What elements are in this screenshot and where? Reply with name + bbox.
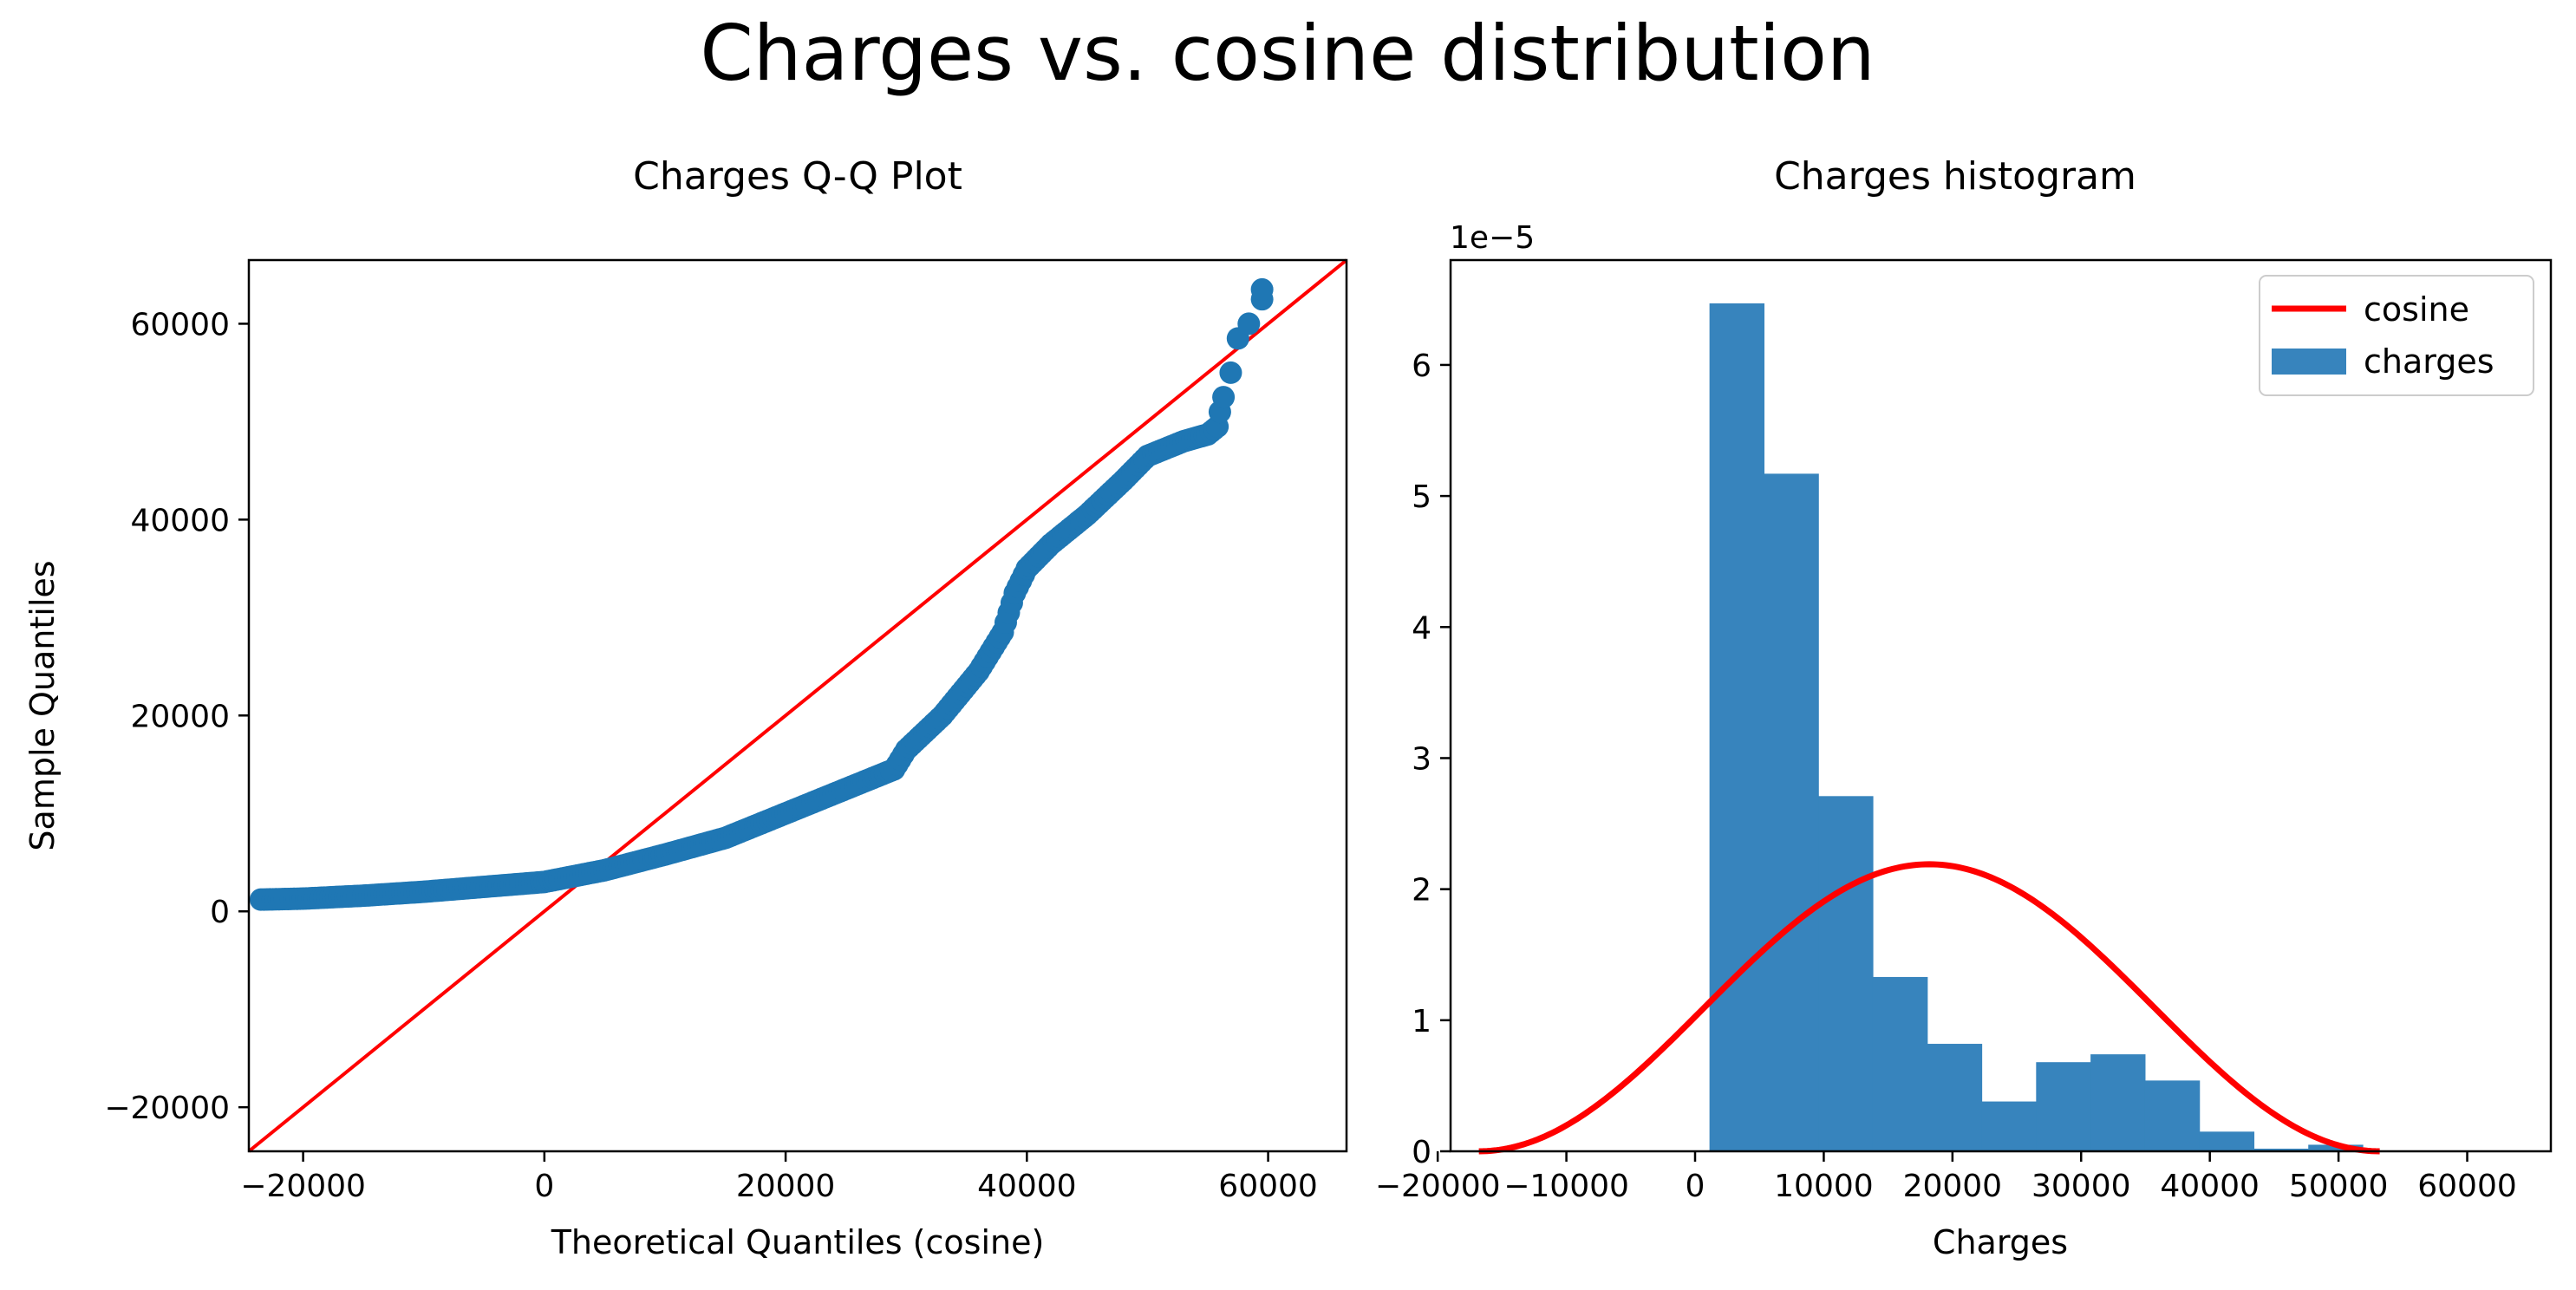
qq-points-group [249, 277, 1274, 911]
qq-reference-line-group [247, 258, 1348, 1153]
histogram-x-axis-label: Charges [1933, 1223, 2068, 1261]
qq-y-tick-label: 40000 [130, 503, 230, 538]
histogram-frame [1449, 258, 2553, 1153]
qq-reference-line [247, 258, 1348, 1153]
histogram-x-tick-label: −20000 [1375, 1169, 1501, 1204]
histogram-y-tick-label: 6 [1412, 349, 1431, 384]
histogram-bar [2199, 1131, 2255, 1151]
histogram-axis-ticks: −20000 −10000 0 10000 20000 30000 40000 50000 60… [1375, 349, 2517, 1204]
qq-axis-ticks: −20000 0 20000 40000 60000 −20000 0 20000 40000 6… [104, 307, 1318, 1204]
qq-plot-frame [247, 258, 1348, 1153]
histogram-bar [2144, 1080, 2201, 1151]
cosine-curve-group [1478, 861, 2380, 1155]
qq-point [1219, 361, 1242, 384]
qq-y-axis-label: Sample Quantiles [23, 560, 62, 850]
histogram-bar [2090, 1054, 2146, 1151]
histogram-x-tick-label: 20000 [1903, 1169, 2003, 1204]
qq-x-axis-label: Theoretical Quantiles (cosine) [551, 1223, 1045, 1261]
qq-y-tick-label: −20000 [104, 1091, 230, 1126]
legend-charges-label: charges [2364, 342, 2494, 381]
histogram-title: Charges histogram [1774, 154, 2136, 199]
histogram-x-tick-label: 40000 [2160, 1169, 2260, 1204]
qq-x-tick-label: 40000 [977, 1169, 1077, 1204]
histogram-x-tick-label: 30000 [2031, 1169, 2131, 1204]
histogram-x-tick-label: 10000 [1774, 1169, 1874, 1204]
histogram-bar [1981, 1101, 2037, 1151]
qq-point [1212, 386, 1236, 409]
histogram-y-tick-label: 4 [1412, 610, 1431, 646]
histogram-x-tick-label: −10000 [1503, 1169, 1629, 1204]
qq-x-tick-label: 20000 [736, 1169, 836, 1204]
histogram-y-tick-label: 0 [1412, 1135, 1431, 1170]
histogram-x-tick-label: 60000 [2417, 1169, 2517, 1204]
histogram-panel: Charges histogram 1e−5 −20000 −10000 0 1000… [1375, 154, 2553, 1261]
legend-cosine-label: cosine [2364, 290, 2469, 329]
histogram-x-tick-label: 0 [1686, 1169, 1705, 1204]
qq-y-tick-label: 20000 [130, 699, 230, 734]
histogram-bar [1872, 976, 1928, 1151]
qq-point [1250, 277, 1274, 301]
histogram-bar [1764, 473, 1819, 1151]
histogram-x-tick-label: 50000 [2289, 1169, 2389, 1204]
qq-plot-panel: Charges Q-Q Plot −20000 0 20000 40000 60000−… [23, 154, 1348, 1261]
qq-y-tick-label: 60000 [130, 307, 230, 342]
qq-plot-title: Charges Q-Q Plot [633, 154, 962, 199]
histogram-bars-group [1709, 303, 2364, 1151]
histogram-offset-text: 1e−5 [1450, 220, 1535, 256]
qq-x-tick-label: 60000 [1218, 1169, 1318, 1204]
histogram-y-tick-label: 3 [1412, 741, 1431, 777]
figure-title: Charges vs. cosine distribution [700, 9, 1875, 98]
histogram-bar [1927, 1044, 1983, 1151]
qq-x-tick-label: 0 [534, 1169, 554, 1204]
qq-point [1237, 312, 1261, 336]
histogram-legend: cosine charges [2259, 275, 2534, 396]
cosine-curve [1478, 861, 2380, 1155]
qq-y-tick-label: 0 [210, 895, 230, 930]
histogram-bar [1818, 796, 1874, 1151]
histogram-bar [2253, 1148, 2309, 1151]
qq-x-tick-label: −20000 [240, 1169, 366, 1204]
legend-charges-swatch [2272, 349, 2346, 375]
histogram-y-tick-label: 2 [1412, 873, 1431, 909]
histogram-y-tick-label: 5 [1412, 479, 1431, 515]
histogram-bar [2308, 1144, 2364, 1151]
histogram-bar [1709, 303, 1765, 1151]
histogram-y-tick-label: 1 [1412, 1004, 1431, 1039]
histogram-bar [2036, 1062, 2091, 1151]
